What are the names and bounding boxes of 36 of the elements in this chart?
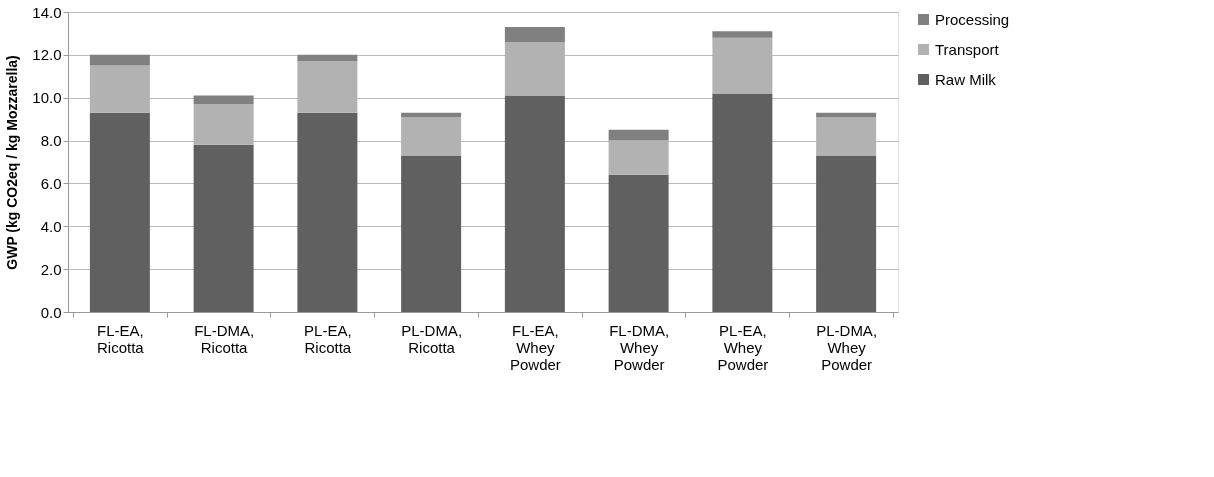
legend-label: Transport xyxy=(935,40,1000,58)
bar xyxy=(504,95,565,312)
x-tick-label: FL-DMA, Whey Powder xyxy=(609,321,670,373)
bar xyxy=(297,54,358,62)
x-tick-label: FL-DMA, Ricotta xyxy=(194,321,255,356)
bar xyxy=(89,54,150,66)
bar xyxy=(193,95,254,105)
bar xyxy=(193,144,254,312)
y-tick-label: 2.0 xyxy=(40,260,62,278)
bar xyxy=(712,93,773,312)
y-tick-label: 10.0 xyxy=(32,89,62,107)
bar xyxy=(89,112,150,312)
y-tick-label: 6.0 xyxy=(40,174,62,192)
x-tick-label: PL-EA, Ricotta xyxy=(304,321,352,356)
bar xyxy=(297,112,358,312)
bar xyxy=(401,112,462,117)
bar xyxy=(816,155,877,312)
x-tick-label: FL-EA, Whey Powder xyxy=(509,321,561,373)
bar xyxy=(712,31,773,38)
x-tick-label: FL-EA, Ricotta xyxy=(97,321,145,356)
bar xyxy=(608,129,669,141)
y-tick-label: 8.0 xyxy=(40,132,62,150)
bar xyxy=(401,155,462,312)
y-tick-label: 4.0 xyxy=(40,217,62,235)
y-tick-label: 14.0 xyxy=(32,3,62,21)
bar xyxy=(504,27,565,42)
x-tick-label: PL-DMA, Whey Powder xyxy=(816,321,878,373)
y-tick-label: 0.0 xyxy=(40,303,62,321)
bar xyxy=(816,112,877,117)
legend-label: Raw Milk xyxy=(935,70,997,88)
x-tick-label: PL-DMA, Ricotta xyxy=(401,321,463,356)
y-axis-title: GWP (kg CO2eq / kg Mozzarella) xyxy=(4,55,21,270)
x-tick-label: PL-EA, Whey Powder xyxy=(717,321,769,373)
y-tick-label: 12.0 xyxy=(32,46,62,64)
legend-label: Processing xyxy=(935,10,1010,28)
bar xyxy=(608,174,669,312)
